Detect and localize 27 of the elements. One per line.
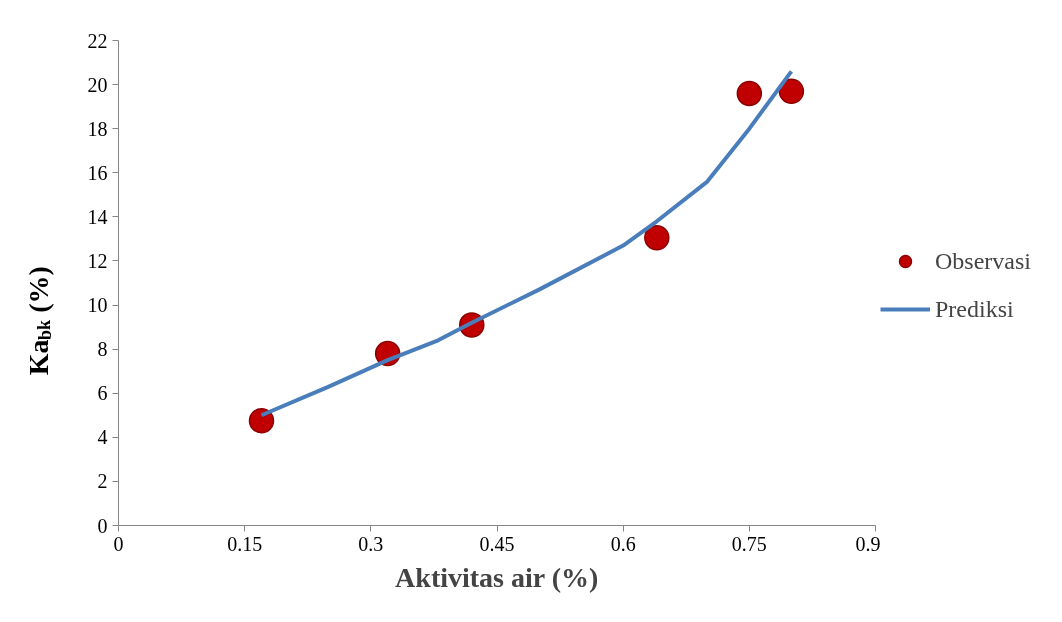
y-tick-label: 22 [87, 29, 108, 52]
x-tick-label: 0.9 [855, 532, 881, 555]
y-axis-title: Kabk (%) [23, 266, 55, 376]
y-tick-label: 4 [97, 426, 108, 449]
y-tick-label: 20 [87, 73, 108, 96]
y-tick-label: 8 [97, 338, 108, 361]
legend-label: Observasi [935, 247, 1031, 275]
point [644, 225, 670, 251]
point [736, 80, 763, 107]
x-tick-label: 0.6 [610, 532, 636, 555]
y-tick-label: 16 [87, 161, 108, 184]
x-tick-label: 0.45 [479, 532, 515, 555]
y-tick-label: 2 [97, 470, 108, 493]
x-tick-label: 0 [113, 532, 124, 555]
y-tick-label: 12 [87, 249, 108, 272]
point [248, 408, 275, 434]
x-axis-title: Aktivitas air (%) [395, 561, 599, 593]
x-tick-label: 0.3 [358, 532, 384, 555]
point [778, 78, 805, 104]
x-tick-label: 0.15 [227, 532, 263, 555]
y-tick-label: 10 [87, 294, 108, 317]
y-tick-label: 6 [97, 382, 108, 405]
y-tick-label: 18 [87, 117, 108, 140]
y-tick-label: 14 [87, 205, 108, 228]
y-tick-label: 0 [97, 514, 108, 537]
legend-label: Prediksi [935, 295, 1014, 323]
x-tick-label: 0.75 [731, 532, 767, 555]
